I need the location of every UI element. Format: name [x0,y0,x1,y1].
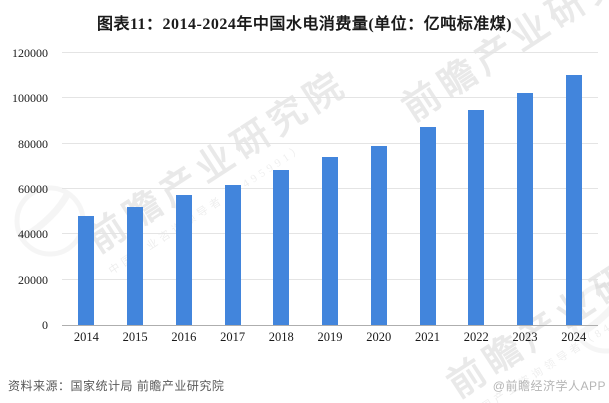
bar-slot [354,53,403,325]
bar-2018 [273,169,290,325]
y-tick-label: 80000 [18,136,48,151]
y-tick-label: 100000 [12,91,48,106]
bar-slot [208,53,257,325]
x-tick-label: 2022 [463,330,489,344]
bar-slot [501,53,550,325]
gridline [62,142,598,144]
bar-2020 [370,145,387,325]
x-tick-label: 2017 [220,330,246,344]
bar-2022 [468,109,485,325]
bar-2023 [516,93,533,325]
y-tick-label: 60000 [18,182,48,196]
y-tick-label: 0 [42,318,48,332]
x-tick-label: 2014 [73,330,99,344]
bar-slot [306,53,355,325]
x-tick-label: 2024 [561,330,587,344]
plot-area [62,52,598,326]
x-tick-label: 2021 [415,330,440,344]
bar-2016 [175,194,192,325]
x-tick-label: 2016 [171,330,197,344]
y-tick-label: 20000 [18,272,48,287]
bar-2017 [224,184,241,325]
bar-slot [62,53,111,325]
bar-slot [403,53,452,325]
x-tick-label: 2015 [122,330,148,344]
bar-slot [549,53,598,325]
x-axis-line [62,325,598,326]
x-tick-label: 2020 [366,330,392,344]
y-tick-label: 120000 [12,46,48,60]
bar-2021 [419,126,436,325]
y-axis: 0 20000 40000 60000 80000 100000 120000 [0,46,55,332]
x-tick-label: 2019 [317,330,343,344]
bar-slot [159,53,208,325]
bar-slot [452,53,501,325]
gridline [62,52,598,53]
chart-title: 图表11：2014-2024年中国水电消费量(单位：亿吨标准煤) [96,16,513,33]
bars-row [62,53,598,325]
x-tick-label: 2018 [268,330,294,344]
bar-2015 [127,207,144,325]
x-axis: 2014 2015 2016 2017 2018 2019 2020 2021 2022 2023… [62,330,598,345]
source-note: 资料来源：国家统计局 前瞻产业研究院 [8,379,225,393]
x-tick-label: 2023 [512,330,538,344]
bar-2024 [565,74,582,325]
credit-note: @前瞻经济学人APP [492,379,606,393]
gridline [62,97,598,99]
bar-2014 [78,215,95,325]
bar-2019 [322,156,339,325]
y-tick-label: 40000 [18,227,48,242]
bar-slot [111,53,160,325]
bar-slot [257,53,306,325]
